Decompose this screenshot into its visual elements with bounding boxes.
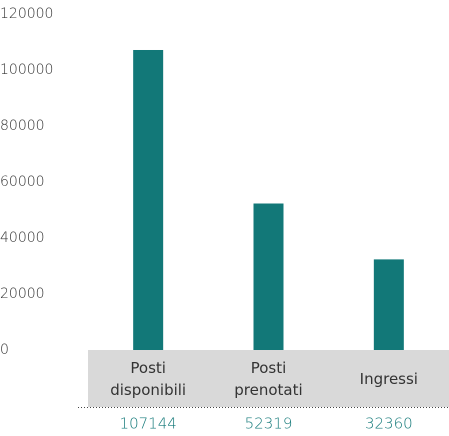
value-label: 32360: [365, 415, 413, 433]
y-tick-label: 40000: [0, 230, 45, 246]
x-tick-label: Posti disponibili: [110, 358, 187, 399]
bar: [373, 259, 404, 350]
y-tick-label: 80000: [0, 118, 45, 134]
value-label: 107144: [120, 415, 177, 433]
y-tick-label: 60000: [0, 174, 45, 190]
x-tick-label: Ingressi: [359, 369, 418, 388]
bar: [133, 49, 164, 351]
y-tick-label: 20000: [0, 286, 45, 302]
y-tick-label: 120000: [0, 6, 53, 22]
x-tick-label: Posti prenotati: [234, 358, 303, 399]
bar: [253, 203, 284, 350]
category-band: [88, 350, 449, 407]
value-label: 52319: [245, 415, 293, 433]
y-tick-label: 100000: [0, 62, 53, 78]
y-tick-label: 0: [0, 342, 9, 358]
